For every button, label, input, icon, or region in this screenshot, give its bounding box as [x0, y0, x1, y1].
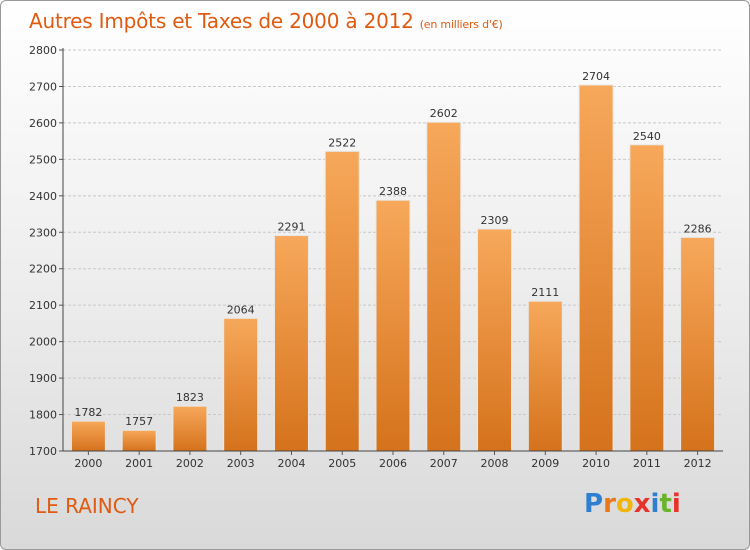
y-tick-label: 2000 [29, 336, 57, 349]
y-tick-label: 1800 [29, 409, 57, 422]
bar-2008[interactable] [477, 228, 513, 452]
y-tick-label: 2300 [29, 226, 57, 239]
bar-2012[interactable] [680, 236, 716, 452]
proxiti-logo[interactable]: Proxiti [584, 489, 681, 519]
y-tick-label: 1900 [29, 372, 57, 385]
y-tick-label: 2600 [29, 117, 57, 130]
bar-2010[interactable] [578, 84, 614, 452]
chart-title-text: Autres Impôts et Taxes de 2000 à 2012 [29, 9, 414, 33]
y-tick-label: 2800 [29, 44, 57, 57]
x-tick-label: 2006 [379, 457, 407, 470]
x-tick-label: 2012 [684, 457, 712, 470]
bar-2002[interactable] [172, 405, 208, 452]
y-tick-label: 2100 [29, 299, 57, 312]
city-label: LE RAINCY [35, 494, 139, 518]
bar-value-label: 2309 [481, 214, 509, 227]
x-tick-label: 2004 [277, 457, 305, 470]
logo-letter: t [659, 489, 672, 519]
bar-value-label: 1782 [74, 406, 102, 419]
bar-value-label: 2602 [430, 107, 458, 120]
x-tick-label: 2000 [74, 457, 102, 470]
bar-value-label: 2522 [328, 136, 356, 149]
x-tick-label: 2011 [633, 457, 661, 470]
y-tick-label: 2400 [29, 190, 57, 203]
x-tick-label: 2001 [125, 457, 153, 470]
bar-value-label: 2064 [227, 303, 255, 316]
y-tick-label: 1700 [29, 445, 57, 458]
bar-value-label: 2540 [633, 130, 661, 143]
bar-value-label: 2286 [684, 222, 712, 235]
bar-2001[interactable] [121, 429, 157, 452]
logo-letter: P [584, 489, 604, 519]
bar-2004[interactable] [273, 235, 309, 452]
bar-2000[interactable] [70, 420, 106, 452]
y-tick-label: 2700 [29, 80, 57, 93]
bar-2003[interactable] [223, 317, 259, 452]
bar-value-label: 1757 [125, 415, 153, 428]
y-tick-label: 2200 [29, 263, 57, 276]
bar-2011[interactable] [629, 144, 665, 452]
bar-2005[interactable] [324, 150, 360, 452]
bar-value-label: 2388 [379, 185, 407, 198]
x-tick-label: 2005 [328, 457, 356, 470]
logo-letter: o [615, 489, 634, 519]
chart-title: Autres Impôts et Taxes de 2000 à 2012 (en… [29, 9, 503, 33]
bar-value-label: 1823 [176, 391, 204, 404]
bar-value-label: 2704 [582, 70, 610, 83]
bar-2009[interactable] [527, 300, 563, 452]
logo-letter: r [603, 489, 616, 519]
bar-2006[interactable] [375, 199, 411, 452]
x-tick-label: 2008 [481, 457, 509, 470]
bar-2007[interactable] [426, 121, 462, 452]
x-tick-label: 2010 [582, 457, 610, 470]
logo-letter: i [671, 489, 681, 519]
y-tick-label: 2500 [29, 153, 57, 166]
x-tick-label: 2007 [430, 457, 458, 470]
x-tick-label: 2002 [176, 457, 204, 470]
x-tick-label: 2009 [531, 457, 559, 470]
bar-value-label: 2111 [531, 286, 559, 299]
x-tick-label: 2003 [227, 457, 255, 470]
chart-subtitle: (en milliers d'€) [419, 18, 503, 31]
logo-letter: i [650, 489, 660, 519]
logo-letter: x [633, 489, 651, 519]
bar-value-label: 2291 [277, 221, 305, 234]
